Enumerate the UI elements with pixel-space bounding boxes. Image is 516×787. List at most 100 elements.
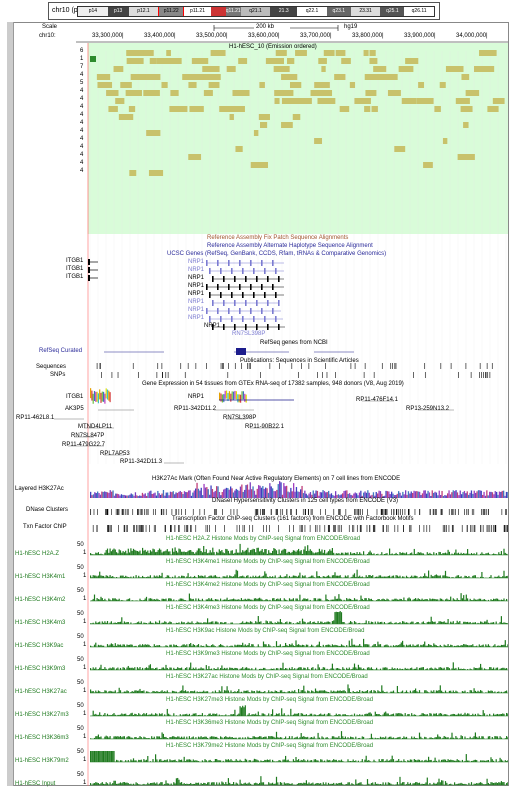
publications-title: Publications: Sequences in Scientific Ar… (240, 358, 359, 364)
gene-label-nrp1-7[interactable]: NRP1 (188, 307, 204, 313)
scale-max: 50 (77, 588, 84, 594)
hmm-state-label: 1 (80, 56, 83, 62)
base-position-ruler[interactable]: Scale chr10: 200 kb hg19 33,300,000|33,4… (14, 23, 508, 43)
centromere (211, 7, 226, 16)
scale-min: 1 (83, 550, 86, 556)
gene-label-nrp1-2[interactable]: NRP1 (188, 267, 204, 273)
layered-h3k27ac-label[interactable]: Layered H3K27Ac (15, 486, 64, 492)
gene-rp13-259n13-2[interactable]: RP13-259N13.2 (406, 406, 449, 412)
gene-rp11-462l8-1[interactable]: RP11-462L8.1 (16, 415, 54, 421)
hmm-state-label: 4 (80, 128, 83, 134)
histone-track-title: H1-hESC H3K27ac Histone Mods by ChIP-seq… (166, 674, 368, 680)
scale-max: 50 (77, 726, 84, 732)
ucsc-genes-title: UCSC Genes (RefSeq, GenBank, CCDS, Rfam,… (167, 251, 386, 257)
histone-track-label[interactable]: H1-hESC H3K9m3 (15, 666, 65, 672)
gene-mtnd4lp11[interactable]: MTND4LP11 (78, 424, 112, 430)
gene-label-nrp1-4[interactable]: NRP1 (188, 283, 204, 289)
histone-track-label[interactable]: H1-hESC H3K4m1 (15, 574, 65, 580)
gene-label-nrp1-1[interactable]: NRP1 (188, 259, 204, 265)
ideogram-band[interactable]: q22.1 (297, 7, 327, 16)
histone-track-label[interactable]: H1-hESC H3K4m2 (15, 597, 65, 603)
hmm-state-label: 4 (80, 120, 83, 126)
hmm-state-label: 4 (80, 152, 83, 158)
refseq-title: RefSeq genes from NCBI (260, 340, 328, 346)
dnase-title: DNaseI Hypersensitivity Clusters in 125 … (212, 498, 398, 504)
refseq-curated-label[interactable]: RefSeq Curated (39, 348, 82, 354)
lower-tracks-svg (14, 234, 508, 786)
histone-track-title: H1-hESC H3K9ac Histone Mods by ChIP-seq … (166, 628, 364, 634)
gene-label-itgb1-2[interactable]: ITGB1 (66, 266, 83, 272)
ideogram-band[interactable]: q25.1 (380, 7, 404, 16)
scale-min: 1 (83, 688, 86, 694)
ideogram-band[interactable]: 23.31 (351, 7, 381, 16)
scale-max: 50 (77, 657, 84, 663)
snps-label[interactable]: SNPs (50, 372, 65, 378)
gtex-label-itgb1[interactable]: ITGB1 (66, 394, 83, 400)
ideogram-band[interactable]: q11.21 (226, 7, 241, 16)
gene-label-nrp1-3[interactable]: NRP1 (188, 275, 204, 281)
scale-min: 1 (83, 642, 86, 648)
ideogram-band[interactable]: 21.3 (270, 7, 297, 16)
txn-label[interactable]: Txn Factor ChIP (23, 524, 67, 530)
gene-label-itgb1-3[interactable]: ITGB1 (66, 274, 83, 280)
ideogram-band[interactable]: p13 (108, 7, 129, 16)
ideogram-band[interactable]: p14 (78, 7, 108, 16)
lower-tracks[interactable]: Reference Assembly Fix Patch Sequence Al… (14, 234, 508, 786)
ideogram-band[interactable]: p11.21 (184, 7, 211, 16)
hmm-state-label: 4 (80, 72, 83, 78)
gene-label-nrp1-6[interactable]: NRP1 (188, 299, 204, 305)
ideogram-band[interactable]: p12.1 (129, 7, 159, 16)
gene-rn7sl847p[interactable]: RN7SL847P (71, 433, 104, 439)
histone-track-label[interactable]: H1-hESC H2A.Z (15, 551, 59, 557)
histone-track-label[interactable]: H1-hESC Input (15, 781, 55, 787)
histone-track-label[interactable]: H1-hESC H3K27m3 (15, 712, 69, 718)
histone-track-title: H1-hESC H3K36me3 Histone Mods by ChIP-se… (166, 720, 373, 726)
gene-rn7sl398p-2[interactable]: RN7SL398P (223, 415, 256, 421)
gene-rp11-342d11-2[interactable]: RP11-342D11.2 (174, 406, 216, 412)
scale-min: 1 (83, 734, 86, 740)
histone-track-title: H1-hESC H3K4me2 Histone Mods by ChIP-seq… (166, 582, 370, 588)
gene-label-nrp1-5[interactable]: NRP1 (188, 291, 204, 297)
ideogram-band[interactable]: q21.1 (241, 7, 271, 16)
histone-track-label[interactable]: H1-hESC H3K79m2 (15, 758, 69, 764)
histone-track-label[interactable]: H1-hESC H3K9ac (15, 643, 63, 649)
ideogram-band[interactable]: p11.22 (158, 7, 184, 16)
ideogram-band[interactable]: q26.11 (404, 7, 434, 16)
gene-ak3p5[interactable]: AK3P5 (65, 406, 84, 412)
txn-title: Transcription Factor ChIP-seq Clusters (… (172, 516, 414, 522)
dnase-label[interactable]: DNase Clusters (26, 507, 68, 513)
ideogram-band[interactable]: q23.1 (327, 7, 351, 16)
sequences-label[interactable]: Sequences (36, 364, 66, 370)
gtex-label-nrp1[interactable]: NRP1 (188, 394, 204, 400)
scale-max: 50 (77, 749, 84, 755)
gene-rp11-476f14-1[interactable]: RP11-476F14.1 (356, 397, 398, 403)
histone-track-label[interactable]: H1-hESC H3K27ac (15, 689, 67, 695)
hmm-state-label: 5 (80, 80, 83, 86)
hmm-state-label: 4 (80, 168, 83, 174)
histone-track-title: H1-hESC H3K4me1 Histone Mods by ChIP-seq… (166, 559, 370, 565)
gene-label-nrp1-8[interactable]: NRP1 (188, 315, 204, 321)
histone-track-label[interactable]: H1-hESC H3K36m3 (15, 735, 69, 741)
scale-min: 1 (83, 711, 86, 717)
scale-max: 50 (77, 703, 84, 709)
hmm-state-label: 4 (80, 136, 83, 142)
gene-label-nrp1-9[interactable]: NRP1 (204, 323, 220, 329)
histone-track-title: H1-hESC H3K4me3 Histone Mods by ChIP-seq… (166, 605, 370, 611)
scale-max: 50 (77, 565, 84, 571)
scale-max: 50 (77, 634, 84, 640)
gene-label-itgb1-1[interactable]: ITGB1 (66, 258, 83, 264)
hmm-state-label: 4 (80, 88, 83, 94)
track-side-buttons[interactable] (7, 22, 14, 786)
hmm-state-label: 4 (80, 112, 83, 118)
histone-track-title: H1-hESC H3K79me2 Histone Mods by ChIP-se… (166, 743, 373, 749)
gene-rp11-479g22-7[interactable]: RP11-479G22.7 (62, 442, 105, 448)
gene-label-rn7sl398p[interactable]: RN7SL398P (232, 331, 265, 337)
histone-track-label[interactable]: H1-hESC H3K4m3 (15, 620, 65, 626)
gene-rpl7ap53[interactable]: RPL7AP53 (100, 451, 130, 457)
ruler-position-label: 33,600,000| (248, 33, 280, 39)
gene-rp11-342d11-3[interactable]: RP11-342D11.3 (120, 459, 162, 465)
gene-rp11-90b22-1[interactable]: RP11-90B22.1 (245, 424, 284, 430)
